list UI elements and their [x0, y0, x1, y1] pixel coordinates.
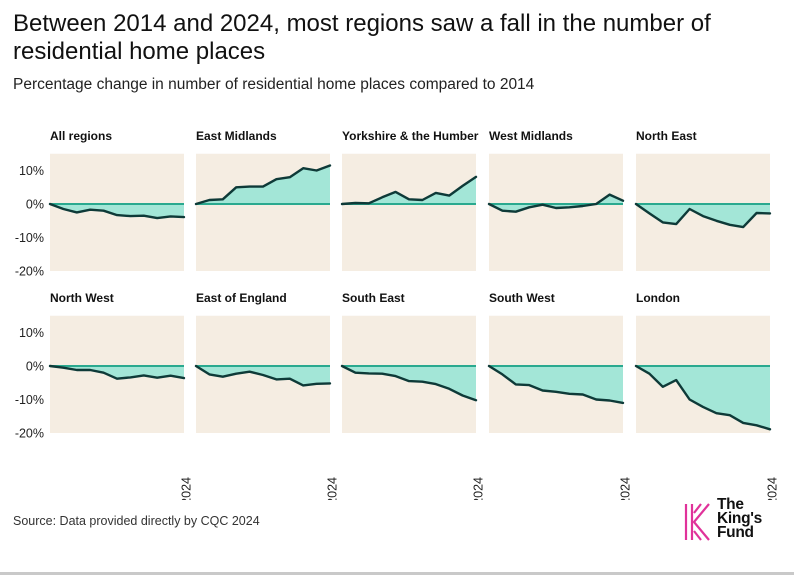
y-tick-label: 0% [26, 360, 44, 374]
panel-title-all-regions: All regions [50, 129, 112, 143]
panel-title-yorkshire-and-the-humber: Yorkshire & the Humber [342, 129, 479, 143]
panel-east-of-england: East of England 2024 [194, 291, 339, 500]
source-note: Source: Data provided directly by CQC 20… [13, 514, 260, 528]
panel-title-south-east: South East [342, 291, 405, 305]
y-tick-label: 10% [19, 164, 44, 178]
panel-title-west-midlands: West Midlands [489, 129, 573, 143]
x-tick-label: 2024 [765, 477, 779, 500]
kings-fund-wordmark: The King's Fund [717, 496, 762, 541]
logo-line-1: The [717, 496, 744, 513]
panel-east-midlands: East Midlands [194, 129, 332, 271]
panel-title-north-east: North East [636, 129, 697, 143]
panel-title-east-of-england: East of England [196, 291, 287, 305]
x-tick-label: 2024 [618, 477, 632, 500]
x-tick-label: 2024 [179, 477, 193, 500]
area-east-of-england [196, 366, 330, 386]
y-tick-label: -20% [15, 265, 44, 279]
y-tick-label: 0% [26, 198, 44, 212]
area-yorkshire-and-the-humber [342, 176, 476, 204]
panel-west-midlands: West Midlands [487, 129, 625, 271]
panel-south-east: South East 2024 [340, 291, 485, 500]
chart-subtitle: Percentage change in number of residenti… [13, 76, 535, 93]
logo-line-2: King's [717, 510, 762, 527]
kings-fund-k-icon [684, 503, 710, 541]
x-tick-label: 2024 [325, 477, 339, 500]
area-london [636, 366, 770, 430]
y-tick-label: -20% [15, 427, 44, 441]
panel-south-west: South West 2024 [487, 291, 632, 500]
y-tick-label: 10% [19, 326, 44, 340]
panel-north-east: North East [634, 129, 772, 271]
chart-title: Between 2014 and 2024, most regions saw … [13, 10, 711, 65]
panel-london: London 2024 [634, 291, 779, 500]
kings-fund-logo: The King's Fund [683, 496, 783, 544]
area-west-midlands [489, 194, 623, 212]
y-tick-label: -10% [15, 231, 44, 245]
panel-north-west: North West 10% 0% -10% -20% 2024 [15, 291, 194, 500]
panel-title-north-west: North West [50, 291, 114, 305]
area-south-east [342, 366, 476, 401]
panel-title-south-west: South West [489, 291, 555, 305]
panel-title-east-midlands: East Midlands [196, 129, 277, 143]
y-tick-label: -10% [15, 393, 44, 407]
bottom-rule [0, 572, 794, 575]
panel-all-regions: All regions 10% 0% -10% -20% [15, 129, 186, 279]
logo-line-3: Fund [717, 524, 754, 541]
area-south-west [489, 366, 623, 403]
x-tick-label: 2024 [471, 477, 485, 500]
area-all-regions [50, 204, 184, 219]
panel-background [342, 153, 476, 271]
small-multiples-chart: All regions 10% 0% -10% -20% East Midlands Yor… [15, 129, 780, 500]
panel-title-london: London [636, 291, 680, 305]
panel-yorkshire-and-the-humber: Yorkshire & the Humber [340, 129, 479, 271]
